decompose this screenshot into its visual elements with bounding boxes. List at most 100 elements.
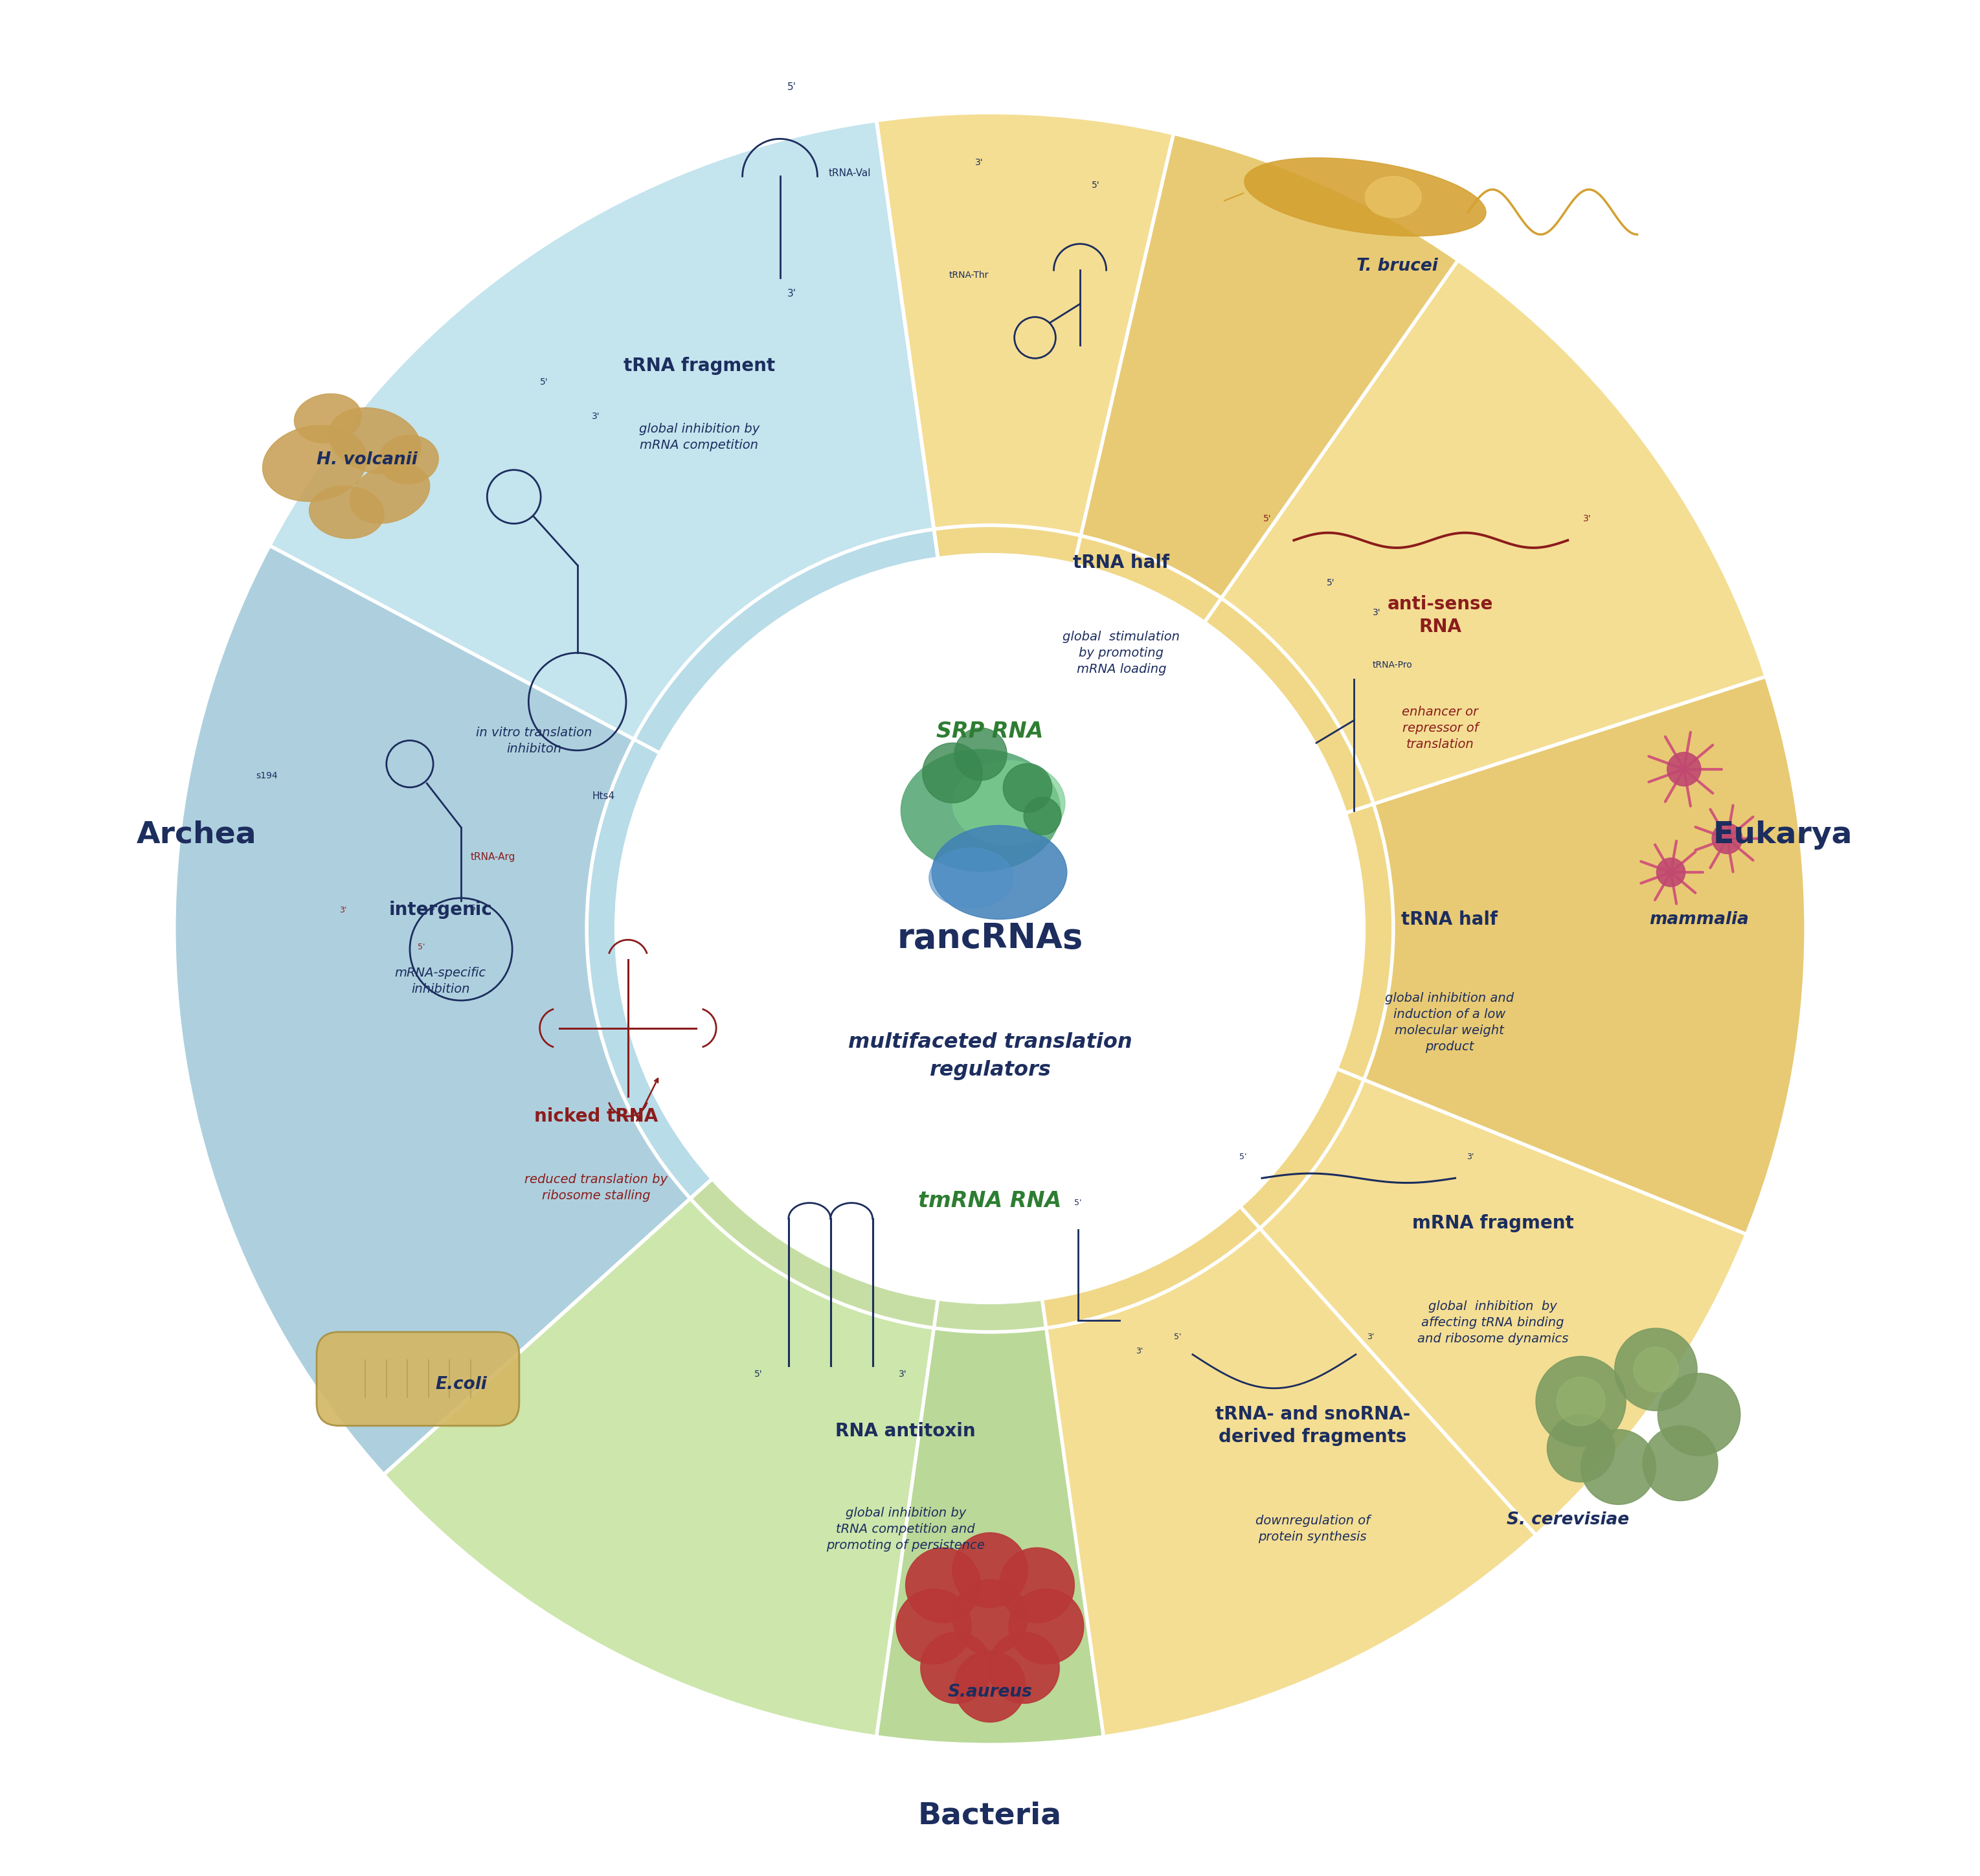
Text: 5': 5' xyxy=(1263,514,1271,523)
Circle shape xyxy=(1024,797,1061,835)
Text: intergenic: intergenic xyxy=(388,900,493,919)
Text: 5': 5' xyxy=(1239,1154,1247,1161)
Text: s194: s194 xyxy=(255,771,277,780)
Circle shape xyxy=(1643,1426,1719,1501)
Text: nicked tRNA: nicked tRNA xyxy=(535,1107,657,1126)
Ellipse shape xyxy=(329,407,422,475)
Text: global  inhibition  by
affecting tRNA binding
and ribosome dynamics: global inhibition by affecting tRNA bind… xyxy=(1418,1300,1568,1345)
Text: 3': 3' xyxy=(899,1369,907,1379)
Text: global inhibition by
tRNA competition and
promoting of persistence: global inhibition by tRNA competition an… xyxy=(826,1506,984,1551)
Ellipse shape xyxy=(378,435,438,484)
Ellipse shape xyxy=(1364,176,1422,218)
Circle shape xyxy=(1008,1589,1083,1664)
Circle shape xyxy=(1000,1548,1075,1623)
Ellipse shape xyxy=(929,848,1014,908)
Text: tRNA fragment: tRNA fragment xyxy=(624,356,774,375)
Circle shape xyxy=(988,1632,1059,1703)
Text: 5': 5' xyxy=(541,377,548,386)
Wedge shape xyxy=(384,929,1536,1745)
Circle shape xyxy=(616,553,1364,1304)
Text: mRNA-specific
inhibition: mRNA-specific inhibition xyxy=(394,966,487,996)
Wedge shape xyxy=(174,120,990,1475)
Text: global inhibition and
induction of a low
molecular weight
product: global inhibition and induction of a low… xyxy=(1386,992,1515,1052)
Ellipse shape xyxy=(350,463,430,523)
Circle shape xyxy=(952,1533,1028,1608)
Circle shape xyxy=(1713,824,1742,854)
Text: 3': 3' xyxy=(1137,1347,1142,1356)
Wedge shape xyxy=(1045,1081,1746,1737)
Text: global  stimulation
by promoting
mRNA loading: global stimulation by promoting mRNA loa… xyxy=(1063,630,1180,675)
Text: 5': 5' xyxy=(471,904,479,912)
Circle shape xyxy=(952,1580,1028,1655)
Text: global inhibition by
mRNA competition: global inhibition by mRNA competition xyxy=(640,422,760,452)
Text: mammalia: mammalia xyxy=(1649,912,1748,927)
Ellipse shape xyxy=(295,394,362,443)
Circle shape xyxy=(1004,764,1051,812)
Text: tRNA-Val: tRNA-Val xyxy=(830,169,871,178)
Text: multifaceted translation
regulators: multifaceted translation regulators xyxy=(847,1032,1133,1081)
Ellipse shape xyxy=(901,749,1061,870)
Text: RNA antitoxin: RNA antitoxin xyxy=(836,1422,976,1441)
Text: tRNA- and snoRNA-
derived fragments: tRNA- and snoRNA- derived fragments xyxy=(1216,1405,1410,1446)
Ellipse shape xyxy=(309,486,384,538)
Text: tRNA-Pro: tRNA-Pro xyxy=(1372,660,1412,670)
FancyBboxPatch shape xyxy=(317,1332,519,1426)
Text: 3': 3' xyxy=(974,158,984,167)
Circle shape xyxy=(1657,857,1685,887)
Text: 3': 3' xyxy=(339,906,346,914)
Text: 3': 3' xyxy=(1582,514,1590,523)
Circle shape xyxy=(1536,1356,1626,1446)
Text: E.coli: E.coli xyxy=(436,1377,487,1392)
Text: 3': 3' xyxy=(1372,608,1380,617)
Text: S.aureus: S.aureus xyxy=(948,1685,1032,1700)
Circle shape xyxy=(1546,1415,1614,1482)
Text: reduced translation by
ribosome stalling: reduced translation by ribosome stalling xyxy=(525,1172,667,1203)
Wedge shape xyxy=(877,1229,1536,1745)
Text: 5': 5' xyxy=(418,944,426,951)
Circle shape xyxy=(1633,1347,1679,1392)
Text: 3': 3' xyxy=(788,289,796,298)
Text: tRNA half: tRNA half xyxy=(1402,910,1497,929)
Wedge shape xyxy=(174,546,691,1475)
Text: 5': 5' xyxy=(788,83,796,92)
Wedge shape xyxy=(269,120,935,739)
Ellipse shape xyxy=(952,762,1065,844)
Text: 3': 3' xyxy=(1467,1154,1473,1161)
Text: 3': 3' xyxy=(1366,1334,1374,1341)
Text: Eukarya: Eukarya xyxy=(1713,820,1853,850)
Text: tmRNA RNA: tmRNA RNA xyxy=(919,1189,1061,1212)
Circle shape xyxy=(1667,752,1701,786)
Circle shape xyxy=(1580,1430,1655,1505)
Circle shape xyxy=(897,1589,972,1664)
Text: Archea: Archea xyxy=(137,820,257,850)
Circle shape xyxy=(921,1632,992,1703)
Text: Hts4: Hts4 xyxy=(592,792,614,801)
Text: 3': 3' xyxy=(592,411,600,420)
Text: downregulation of
protein synthesis: downregulation of protein synthesis xyxy=(1255,1514,1370,1544)
Text: 5': 5' xyxy=(1075,1199,1081,1206)
Ellipse shape xyxy=(263,426,366,501)
Text: enhancer or
repressor of
translation: enhancer or repressor of translation xyxy=(1402,705,1479,750)
Text: tRNA-Arg: tRNA-Arg xyxy=(471,852,515,861)
Wedge shape xyxy=(384,1199,935,1737)
Wedge shape xyxy=(1222,261,1766,805)
Text: 5': 5' xyxy=(1174,1334,1182,1341)
Circle shape xyxy=(954,1651,1026,1722)
Text: Bacteria: Bacteria xyxy=(919,1801,1061,1831)
Text: S. cerevisiae: S. cerevisiae xyxy=(1507,1512,1630,1527)
Text: SRP RNA: SRP RNA xyxy=(937,720,1043,743)
Text: 5': 5' xyxy=(1327,578,1335,587)
Wedge shape xyxy=(1364,677,1806,1234)
Circle shape xyxy=(923,743,982,803)
Circle shape xyxy=(1657,1373,1740,1456)
Circle shape xyxy=(1614,1328,1697,1411)
Circle shape xyxy=(905,1548,980,1623)
Text: rancRNAs: rancRNAs xyxy=(897,921,1083,955)
Circle shape xyxy=(1556,1377,1606,1426)
Text: tRNA half: tRNA half xyxy=(1073,553,1170,572)
Text: 3': 3' xyxy=(430,904,438,912)
Circle shape xyxy=(954,728,1008,780)
Text: H. volcanii: H. volcanii xyxy=(317,452,418,467)
Text: tRNA-Thr: tRNA-Thr xyxy=(948,270,988,280)
Ellipse shape xyxy=(1243,158,1487,236)
